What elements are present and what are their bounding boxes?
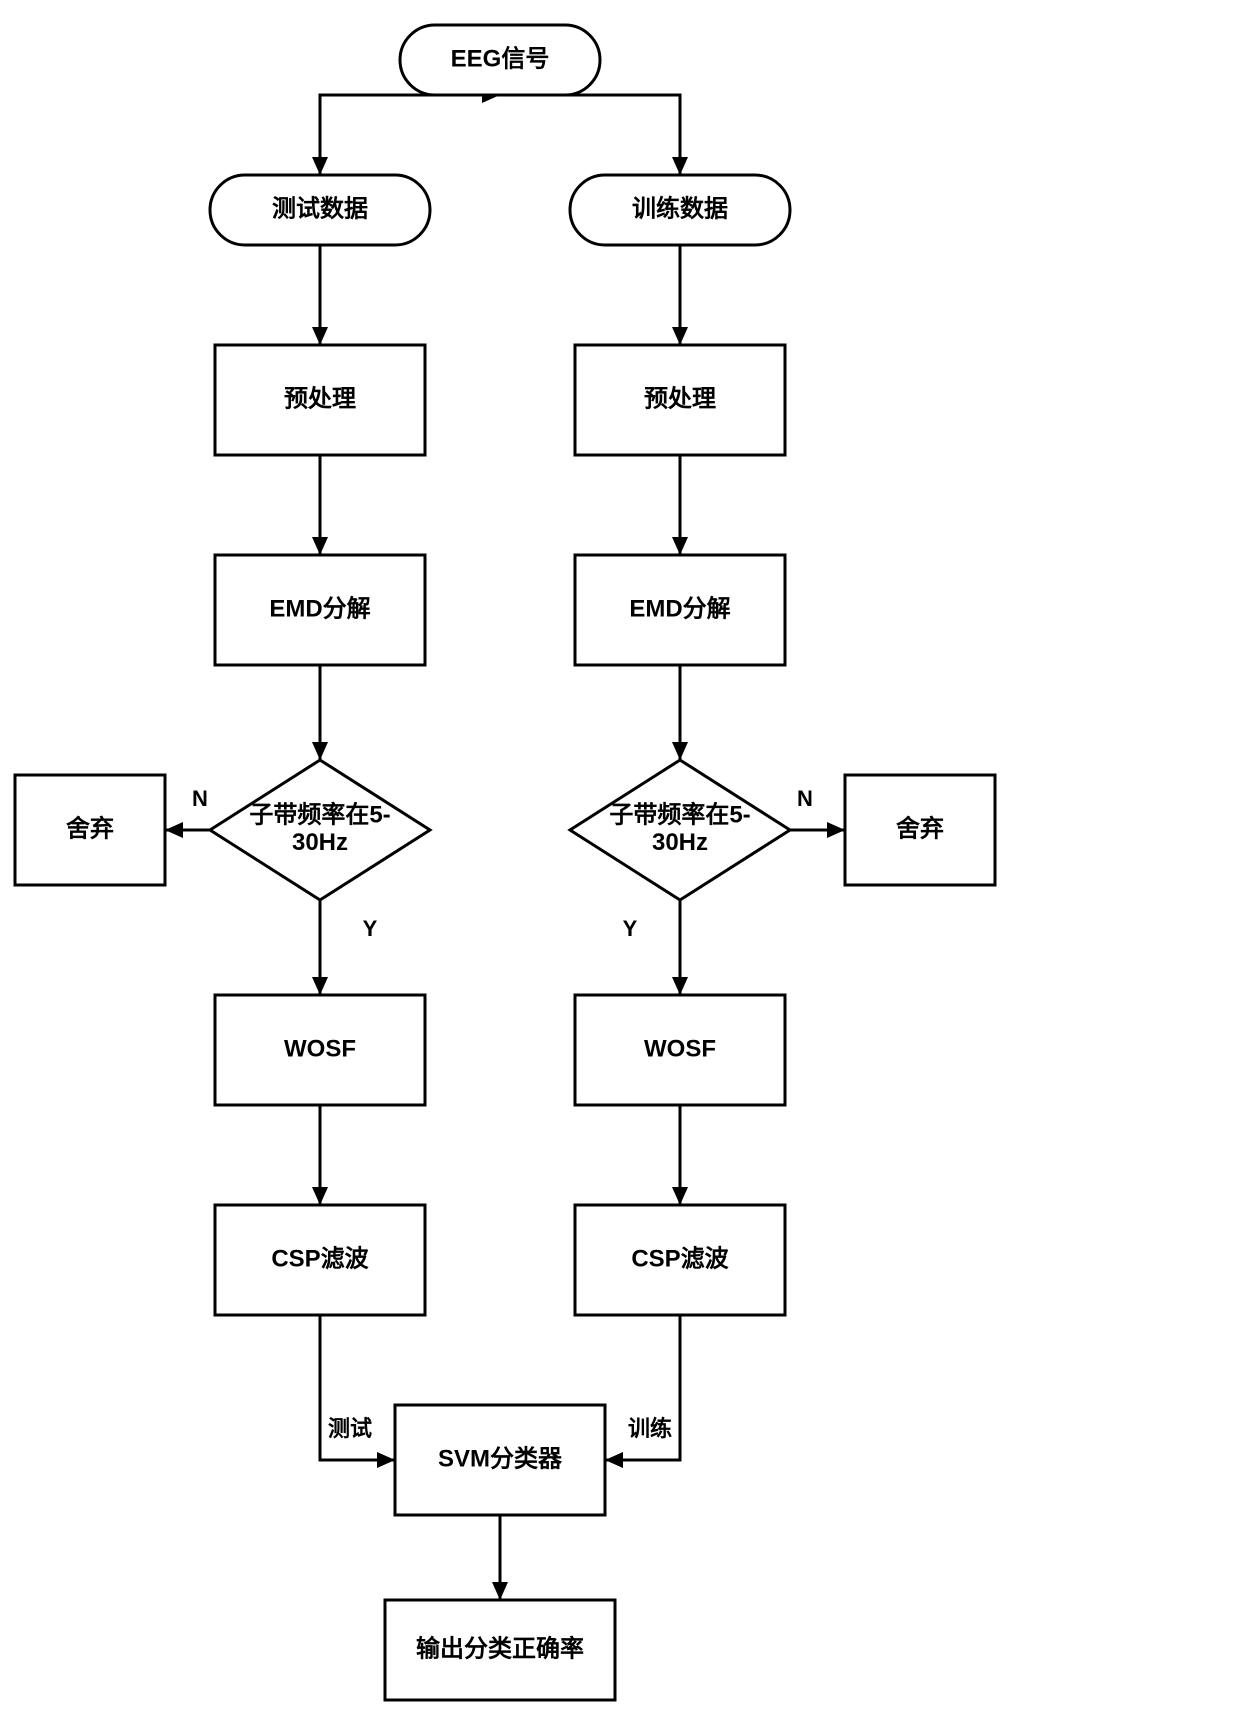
svg-text:训练: 训练 xyxy=(628,1416,672,1441)
node-label-dec_r: 30Hz xyxy=(652,829,708,856)
node-label-disc_r: 舍弃 xyxy=(896,814,944,842)
svg-text:Y: Y xyxy=(623,916,638,941)
svg-text:N: N xyxy=(797,786,813,811)
node-label-csp_l: CSP滤波 xyxy=(271,1245,369,1272)
svg-text:N: N xyxy=(192,786,208,811)
node-label-wosf_r: WOSF xyxy=(644,1035,716,1062)
flowchart: N N Y Y 测试 训练 EEG信号测试数据 训练数据预处理 预处理 EMD分解 EMD分解子带频… xyxy=(0,0,1240,1720)
svg-text:Y: Y xyxy=(363,916,378,941)
node-label-dec_l: 子带频率在5- xyxy=(249,801,390,829)
node-label-emd_l: EMD分解 xyxy=(269,594,370,622)
node-label-emd_r: EMD分解 xyxy=(629,594,730,622)
node-label-disc_l: 舍弃 xyxy=(66,814,114,842)
node-label-pre_r: 预处理 xyxy=(644,385,716,412)
svg-text:测试: 测试 xyxy=(328,1416,372,1441)
node-label-svm: SVM分类器 xyxy=(438,1445,563,1472)
node-label-dec_l: 30Hz xyxy=(292,829,348,856)
node-label-pre_l: 预处理 xyxy=(284,385,356,412)
node-label-testdata: 测试数据 xyxy=(272,195,368,222)
node-label-wosf_l: WOSF xyxy=(284,1035,356,1062)
node-label-out: 输出分类正确率 xyxy=(416,1634,584,1662)
node-label-start: EEG信号 xyxy=(451,44,550,72)
node-label-csp_r: CSP滤波 xyxy=(631,1245,729,1272)
node-label-dec_r: 子带频率在5- xyxy=(609,801,750,829)
node-label-traindata: 训练数据 xyxy=(632,194,728,222)
